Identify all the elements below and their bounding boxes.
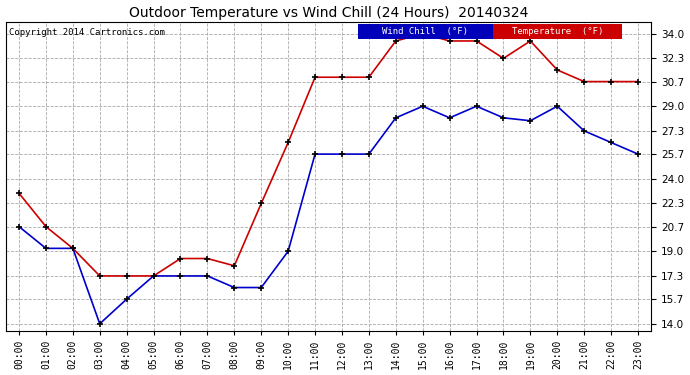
Text: Copyright 2014 Cartronics.com: Copyright 2014 Cartronics.com (9, 28, 165, 37)
FancyBboxPatch shape (357, 24, 493, 39)
Text: Wind Chill  (°F): Wind Chill (°F) (382, 27, 469, 36)
Title: Outdoor Temperature vs Wind Chill (24 Hours)  20140324: Outdoor Temperature vs Wind Chill (24 Ho… (129, 6, 529, 20)
FancyBboxPatch shape (493, 24, 622, 39)
Text: Temperature  (°F): Temperature (°F) (512, 27, 604, 36)
